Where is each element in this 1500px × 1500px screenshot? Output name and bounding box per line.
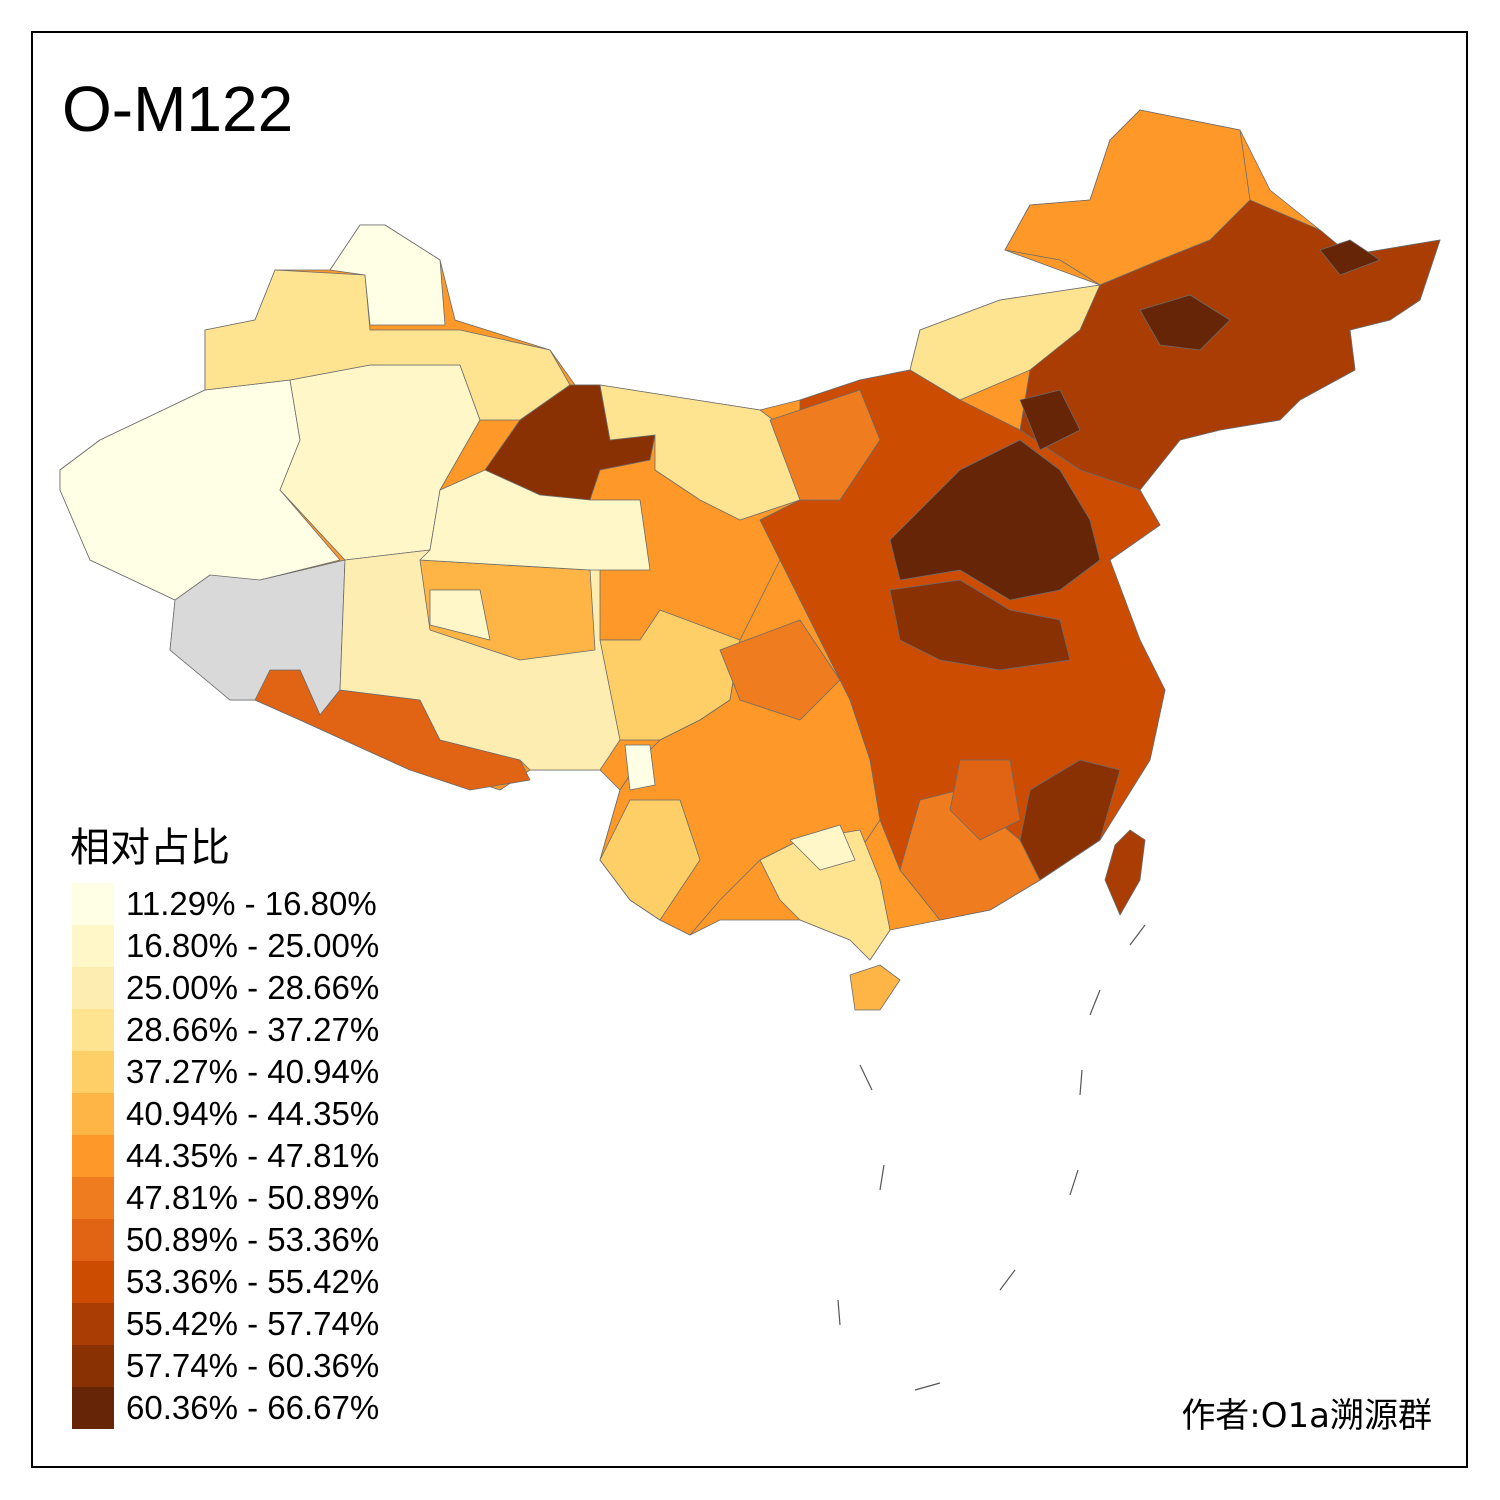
legend-item: 44.35% - 47.81% <box>72 1135 379 1177</box>
legend-label: 50.89% - 53.36% <box>126 1221 380 1258</box>
legend-swatch <box>72 1093 114 1135</box>
map-region <box>719 619 841 721</box>
legend-label: 47.81% - 50.89% <box>126 1179 380 1216</box>
legend-label: 53.36% - 55.42% <box>126 1263 380 1300</box>
map-region <box>789 824 856 871</box>
legend-swatch <box>72 1303 114 1345</box>
map-region <box>1004 109 1251 286</box>
legend-swatch <box>72 1051 114 1093</box>
map-region <box>429 589 491 641</box>
boundary-dash-line <box>879 1164 885 1191</box>
map-region <box>949 759 1021 841</box>
legend: 11.29% - 16.80% 16.80% - 25.00% 25.00% - 2… <box>72 883 379 1429</box>
legend-item: 37.27% - 40.94% <box>72 1051 379 1093</box>
legend-label: 40.94% - 44.35% <box>126 1095 380 1132</box>
map-region <box>624 744 656 791</box>
legend-label: 25.00% - 28.66% <box>126 969 380 1006</box>
boundary-dash-line <box>837 1299 841 1326</box>
author-credit: 作者:O1a溯源群 <box>1181 1396 1432 1436</box>
legend-label: 16.80% - 25.00% <box>126 927 380 964</box>
legend-swatch <box>72 1135 114 1177</box>
map-region <box>889 579 1071 671</box>
legend-label: 11.29% - 16.80% <box>126 885 377 922</box>
boundary-dash-line <box>1129 924 1146 946</box>
legend-swatch <box>72 1345 114 1387</box>
legend-item: 53.36% - 55.42% <box>72 1261 379 1303</box>
legend-swatch <box>72 925 114 967</box>
legend-item: 57.74% - 60.36% <box>72 1345 379 1387</box>
map-region <box>1139 294 1231 351</box>
map-region <box>419 469 651 571</box>
legend-item: 40.94% - 44.35% <box>72 1093 379 1135</box>
boundary-dash-line <box>1089 989 1101 1016</box>
legend-item: 60.36% - 66.67% <box>72 1387 379 1429</box>
map-region <box>889 439 1101 601</box>
legend-swatch <box>72 1219 114 1261</box>
legend-label: 37.27% - 40.94% <box>126 1053 380 1090</box>
map-region <box>59 379 341 601</box>
legend-item: 55.42% - 57.74% <box>72 1303 379 1345</box>
legend-label: 28.66% - 37.27% <box>126 1011 380 1048</box>
legend-item: 28.66% - 37.27% <box>72 1009 379 1051</box>
legend-swatch <box>72 1387 114 1429</box>
map-region <box>769 389 881 501</box>
map-title: O-M122 <box>62 73 294 145</box>
boundary-dash-line <box>1079 1069 1083 1096</box>
legend-item: 11.29% - 16.80% <box>72 883 379 925</box>
legend-label: 57.74% - 60.36% <box>126 1347 380 1384</box>
legend-swatch <box>72 1009 114 1051</box>
boundary-dash-line <box>914 1382 941 1391</box>
boundary-dash-line <box>859 1064 873 1091</box>
map-region <box>1019 389 1081 451</box>
legend-item: 47.81% - 50.89% <box>72 1177 379 1219</box>
boundary-dash-line <box>999 1269 1016 1291</box>
legend-swatch <box>72 1177 114 1219</box>
legend-label: 60.36% - 66.67% <box>126 1389 380 1426</box>
map-region <box>329 224 446 326</box>
map-region <box>1319 239 1381 276</box>
legend-item: 50.89% - 53.36% <box>72 1219 379 1261</box>
legend-item: 25.00% - 28.66% <box>72 967 379 1009</box>
legend-swatch <box>72 883 114 925</box>
legend-title: 相对占比 <box>70 825 230 871</box>
map-region <box>1019 759 1121 881</box>
legend-swatch <box>72 1261 114 1303</box>
map-region <box>1104 829 1146 916</box>
legend-swatch <box>72 967 114 1009</box>
map-frame <box>31 31 1468 1468</box>
legend-item: 16.80% - 25.00% <box>72 925 379 967</box>
map-region <box>849 964 901 1011</box>
boundary-dash-line <box>1069 1169 1079 1196</box>
legend-label: 44.35% - 47.81% <box>126 1137 380 1174</box>
legend-label: 55.42% - 57.74% <box>126 1305 380 1342</box>
map-region <box>599 799 701 921</box>
